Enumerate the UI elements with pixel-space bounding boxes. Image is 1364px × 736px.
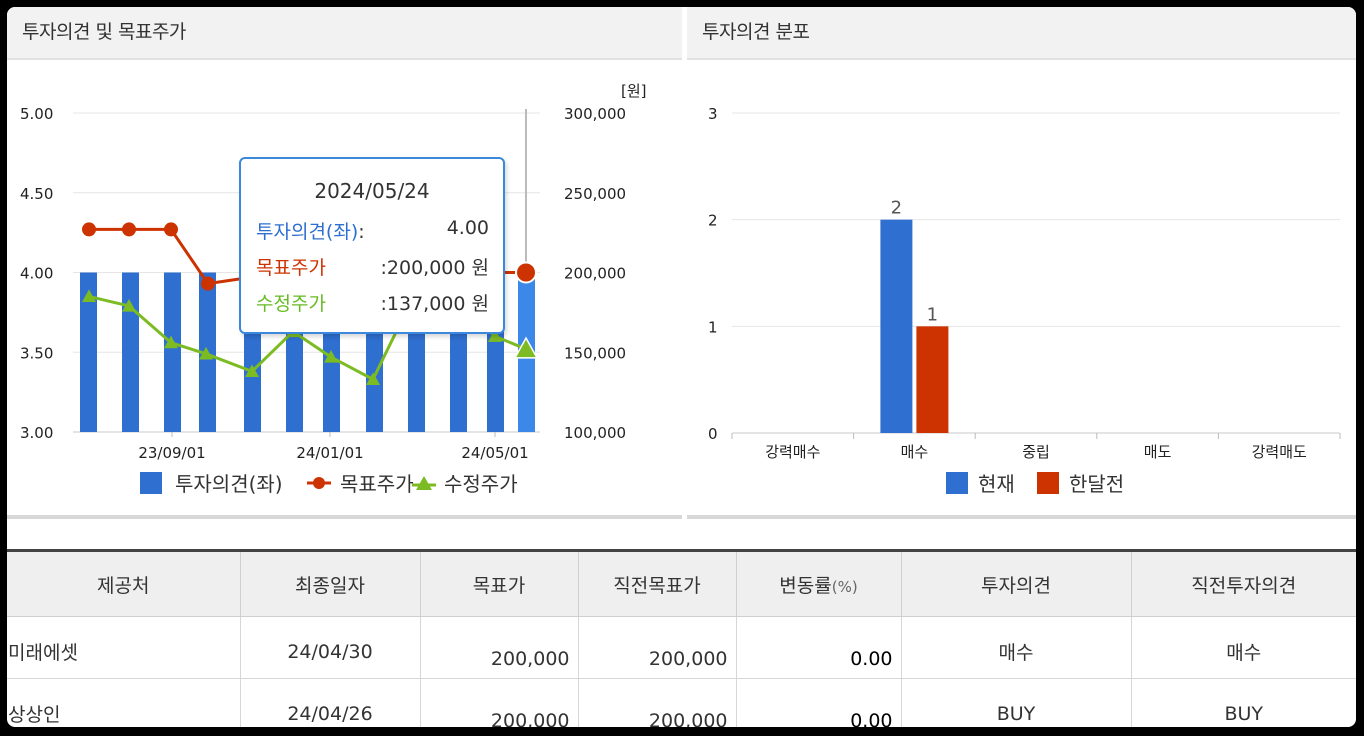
adjusted-price-point <box>245 364 259 377</box>
distribution-bar <box>880 219 913 433</box>
adjusted-price-point <box>366 372 380 385</box>
panel-title-opinion-distribution: 투자의견 분포 <box>687 7 1356 60</box>
cell-opinion: BUY <box>900 678 1131 727</box>
y-unit-label: [원] <box>621 82 647 100</box>
legend-swatch-current <box>946 472 968 494</box>
opinion-bar <box>122 272 139 432</box>
legend-swatch-month-ago <box>1037 472 1059 494</box>
legend-marker-target <box>313 477 325 489</box>
cell-provider: 상상인 <box>7 678 240 727</box>
panel-divider <box>7 515 682 519</box>
y-tick-right: 100,000 <box>564 424 626 442</box>
y-tick-right: 150,000 <box>564 344 626 362</box>
x-tick-label: 매수 <box>901 443 929 461</box>
adjusted-price-point <box>82 289 96 303</box>
legend-label: 투자의견(좌) <box>175 472 283 496</box>
opinion-bar <box>164 272 181 432</box>
y-tick-left: 3.50 <box>20 344 53 362</box>
x-tick-label: 24/05/01 <box>461 444 528 462</box>
tooltip-value-target: :200,000 원 <box>380 257 490 279</box>
cell-target: 200,000 <box>419 616 578 679</box>
y-tick-right: 300,000 <box>564 105 626 123</box>
tooltip-row-opinion: 투자의견(좌): 4.00 <box>256 217 489 243</box>
distribution-bar <box>916 326 949 433</box>
cell-prev-opinion: BUY <box>1130 678 1356 727</box>
report-frame: 투자의견 및 목표주가 5.00 4.50 4.00 3.50 3.00 300,000 2… <box>7 7 1356 727</box>
header-opinion: 투자의견 <box>900 550 1131 617</box>
tooltip-date: 2024/05/24 <box>314 179 430 203</box>
y-tick-left: 3.00 <box>20 424 53 442</box>
tooltip-value-opinion: 4.00 <box>446 217 489 239</box>
legend-label: 현재 <box>978 472 1015 496</box>
analyst-table: 제공처 최종일자 목표가 직전목표가 변동률(%) 투자의견 직전투자의견 미래… <box>7 549 1356 727</box>
bar-data-label: 2 <box>891 198 902 219</box>
adjusted-price-point <box>324 350 338 363</box>
panel-title-opinion-target: 투자의견 및 목표주가 <box>7 7 682 60</box>
y-tick: 3 <box>708 105 718 123</box>
legend-label: 목표주가 <box>340 472 414 496</box>
x-tick-label: 중립 <box>1022 443 1050 461</box>
header-change: 변동률(%) <box>735 550 901 617</box>
legend-swatch-opinion <box>140 472 162 494</box>
y-tick-left: 4.50 <box>20 185 53 203</box>
cell-target: 200,000 <box>419 678 578 727</box>
target-price-point <box>201 276 215 291</box>
cell-date: 24/04/26 <box>239 678 420 727</box>
y-tick-left: 4.00 <box>20 265 53 283</box>
target-price-point <box>82 222 96 237</box>
cell-change: 0.00 <box>735 678 901 727</box>
target-price-point <box>515 261 537 284</box>
legend-label: 수정주가 <box>444 472 518 496</box>
panel-divider <box>687 515 1356 519</box>
tooltip-value-adjusted: :137,000 원 <box>380 293 490 315</box>
header-target: 목표가 <box>419 550 578 617</box>
bar-data-label: 1 <box>927 304 938 325</box>
tooltip-row-adjusted: 수정주가 :137,000 원 <box>256 289 489 315</box>
y-tick: 0 <box>708 425 718 443</box>
opinion-distribution-panel: 투자의견 분포 3 2 1 0 강력매수 매수 중립 매도 강력매도 2 1 현재 한달전 <box>687 7 1356 519</box>
x-tick-label: 23/09/01 <box>138 444 205 462</box>
target-price-point <box>164 222 178 237</box>
header-prev-target: 직전목표가 <box>577 550 736 617</box>
cell-provider: 미래에셋 <box>7 616 240 679</box>
header-prev-opinion: 직전투자의견 <box>1130 550 1356 617</box>
chart-tooltip: 2024/05/24 투자의견(좌): 4.00 목표주가 :200,000 원… <box>239 157 505 334</box>
header-date: 최종일자 <box>239 550 420 617</box>
opinion-distribution-chart: 3 2 1 0 강력매수 매수 중립 매도 강력매도 2 1 현재 한달전 <box>708 105 1341 496</box>
table-row: 미래에셋 24/04/30 200,000 200,000 0.00 매수 매수 <box>7 616 1356 679</box>
x-tick-label: 24/01/01 <box>296 444 363 462</box>
adjusted-price-point <box>513 336 539 359</box>
header-provider: 제공처 <box>7 550 240 617</box>
cell-prev-opinion: 매수 <box>1130 616 1356 679</box>
tooltip-row-target: 목표주가 :200,000 원 <box>256 253 489 279</box>
y-tick-right: 250,000 <box>564 185 626 203</box>
cell-prev-target: 200,000 <box>577 678 736 727</box>
y-tick: 2 <box>708 212 718 230</box>
adjusted-price-point <box>199 346 213 360</box>
tooltip-label-adjusted: 수정주가 <box>256 293 326 315</box>
tooltip-label-opinion: 투자의견(좌): <box>256 221 365 243</box>
x-tick-label: 강력매수 <box>765 443 820 461</box>
cell-change: 0.00 <box>735 616 901 679</box>
legend-marker-adjusted <box>416 476 432 490</box>
legend-label: 한달전 <box>1069 472 1124 496</box>
adjusted-price-point <box>164 335 178 349</box>
tooltip-label-target: 목표주가 <box>256 257 326 279</box>
y-tick: 1 <box>708 318 718 336</box>
opinion-bar <box>80 272 97 432</box>
adjusted-price-point <box>488 329 502 342</box>
cell-date: 24/04/30 <box>239 616 420 679</box>
target-price-point <box>122 222 136 237</box>
cell-prev-target: 200,000 <box>577 616 736 679</box>
table-header-row: 제공처 최종일자 목표가 직전목표가 변동률(%) 투자의견 직전투자의견 <box>7 550 1356 617</box>
x-tick-label: 강력매도 <box>1252 443 1307 461</box>
x-tick-label: 매도 <box>1144 443 1172 461</box>
cell-opinion: 매수 <box>900 616 1131 679</box>
y-tick-left: 5.00 <box>20 105 53 123</box>
y-tick-right: 200,000 <box>564 265 626 283</box>
adjusted-price-point <box>122 298 136 312</box>
table-row: 상상인 24/04/26 200,000 200,000 0.00 BUY BU… <box>7 678 1356 727</box>
opinion-target-panel: 투자의견 및 목표주가 5.00 4.50 4.00 3.50 3.00 300,000 2… <box>7 7 682 519</box>
